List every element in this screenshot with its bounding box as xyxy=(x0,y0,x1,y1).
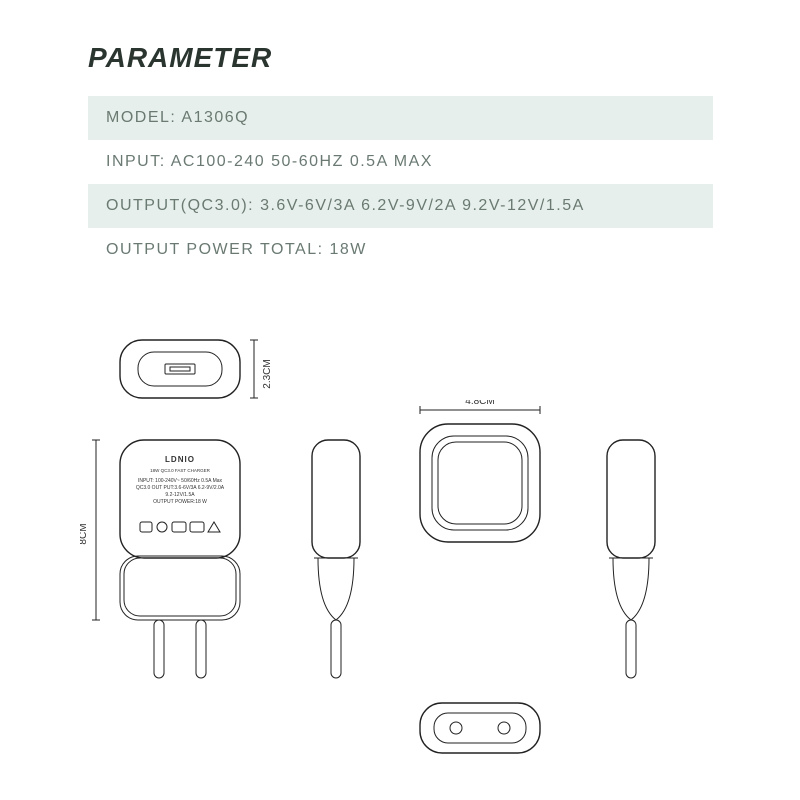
brand: LDNIO xyxy=(165,455,195,464)
svg-text:OUTPUT POWER:18 W: OUTPUT POWER:18 W xyxy=(153,499,207,505)
top-view: 2.3CM xyxy=(110,330,280,420)
width-label: 4.8CM xyxy=(465,400,494,407)
spec-row-model: MODEL: A1306Q xyxy=(88,96,713,140)
front-view: 8CM LDNIO 18W QC3.0 FAST CHARGER INPUT: … xyxy=(80,430,280,690)
svg-text:9.2-12V/1.5A: 9.2-12V/1.5A xyxy=(165,492,195,498)
spec-row-power: OUTPUT POWER TOTAL: 18W xyxy=(88,228,713,272)
depth-label: 2.3CM xyxy=(262,359,273,388)
side-view-left xyxy=(300,430,380,690)
svg-text:INPUT: 100-240V~ 50/60Hz 0.5A: INPUT: 100-240V~ 50/60Hz 0.5A Max xyxy=(138,478,223,484)
spec-row-input: INPUT: AC100-240 50-60HZ 0.5A MAX xyxy=(88,140,713,184)
face-view: 4.8CM xyxy=(400,400,570,570)
plug-view xyxy=(410,695,560,765)
device-title: 18W QC3.0 FAST CHARGER xyxy=(150,468,210,473)
side-view-right xyxy=(595,430,675,690)
spec-row-output: OUTPUT(QC3.0): 3.6V-6V/3A 6.2V-9V/2A 9.2… xyxy=(88,184,713,228)
svg-text:QC3.0 OUT PUT:3.6-6V/3A 6.2-9V: QC3.0 OUT PUT:3.6-6V/3A 6.2-9V/2.0A xyxy=(136,485,225,491)
height-label: 8CM xyxy=(80,523,89,544)
section-title: PARAMETER xyxy=(88,42,272,74)
